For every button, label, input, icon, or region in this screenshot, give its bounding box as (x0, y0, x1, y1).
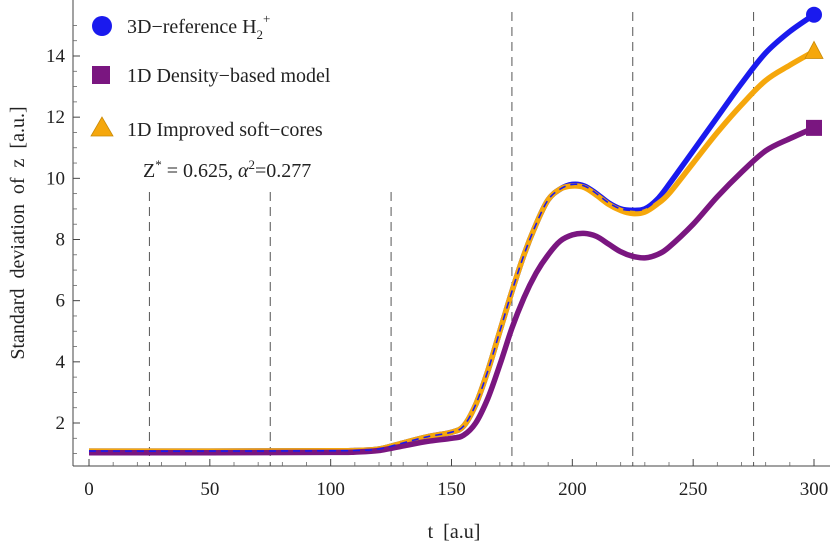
y-tick-label-2: 2 (56, 413, 66, 434)
series-line-improved-soft-cores (88, 49, 816, 454)
marker-improved-soft-cores-end (804, 40, 824, 59)
x-axis-title: t [a.u] (428, 521, 481, 543)
annotation-alpha-value: =0.277 (255, 160, 311, 182)
y-tick-label-6: 6 (56, 291, 66, 312)
x-tick-label-250: 250 (679, 479, 708, 500)
parameter-annotation: Z* = 0.625, α2=0.277 (143, 157, 311, 182)
x-tick-label-300: 300 (800, 479, 829, 500)
series-line-density-model (89, 125, 816, 456)
legend-label-improved-soft-cores: 1D Improved soft−cores (127, 119, 323, 141)
x-tick-label-100: 100 (316, 479, 345, 500)
legend-label-3d-sub: 2 (257, 27, 264, 42)
legend-label-3d-main: 3D−reference H (127, 16, 257, 38)
legend: 3D−reference H2+ 1D Density−based model … (90, 11, 331, 182)
marker-3d-reference-end (806, 6, 822, 23)
legend-label-3d-sup: + (263, 11, 270, 26)
y-tick-label-12: 12 (46, 107, 65, 128)
x-tick-label-150: 150 (437, 479, 466, 500)
legend-label-3d-reference: 3D−reference H2+ (127, 11, 270, 42)
annotation-z-sup: * (155, 157, 162, 172)
y-axis-title: Standard deviation of z [a.u.] (7, 106, 29, 359)
x-tick-label-0: 0 (84, 479, 94, 500)
x-tick-label-200: 200 (558, 479, 587, 500)
series-lines (88, 12, 816, 456)
reference-vlines (148, 12, 755, 466)
x-ticks: 0 50 100 150 200 250 300 (84, 459, 828, 500)
annotation-z: Z (143, 160, 155, 182)
annotation-z-value: = 0.625, (162, 160, 238, 182)
series-end-markers (804, 6, 824, 136)
series-line-3d-reference-dashed (88, 14, 815, 452)
y-tick-label-4: 4 (56, 352, 66, 373)
y-tick-label-8: 8 (56, 230, 66, 251)
y-ticks: 2 4 6 8 10 12 14 (46, 25, 80, 454)
y-tick-label-14: 14 (46, 46, 66, 67)
annotation-alpha-sup: 2 (249, 157, 256, 172)
annotation-alpha: α (238, 160, 249, 182)
x-tick-label-50: 50 (200, 479, 219, 500)
legend-marker-triangle (90, 116, 114, 137)
legend-marker-square (92, 66, 110, 84)
marker-density-model-end (806, 119, 822, 136)
legend-label-density-model: 1D Density−based model (127, 65, 331, 87)
legend-marker-circle (92, 16, 112, 36)
y-tick-label-10: 10 (46, 168, 65, 189)
